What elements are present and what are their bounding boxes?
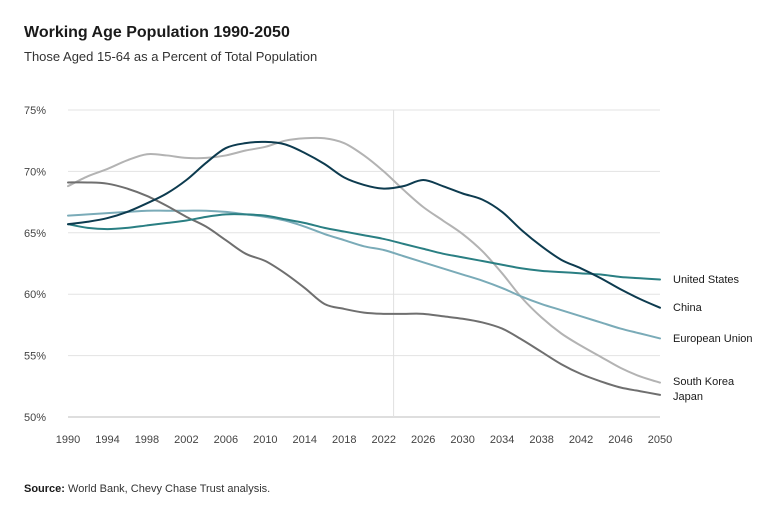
- x-tick-label: 1994: [95, 434, 119, 446]
- source-note: Source: World Bank, Chevy Chase Trust an…: [24, 483, 270, 495]
- y-tick-label: 60%: [24, 289, 46, 301]
- series-line-china: [67, 140, 661, 309]
- series-line-south-korea: [67, 136, 661, 384]
- y-tick-label: 55%: [24, 351, 46, 363]
- legend-label-united-states: United States: [673, 274, 740, 286]
- x-tick-label: 2006: [214, 434, 238, 446]
- series-lines: [67, 136, 661, 396]
- x-tick-label: 2046: [608, 434, 632, 446]
- x-tick-label: 2022: [371, 434, 395, 446]
- source-text: World Bank, Chevy Chase Trust analysis.: [68, 483, 271, 495]
- series-line-united-states: [67, 213, 661, 281]
- grid-lines: [68, 109, 660, 418]
- x-tick-label: 2042: [569, 434, 593, 446]
- x-tick-label: 2014: [293, 434, 317, 446]
- y-tick-label: 50%: [24, 412, 46, 424]
- legend-label-china: China: [673, 302, 703, 314]
- x-tick-label: 1990: [56, 434, 80, 446]
- x-tick-label: 2038: [529, 434, 553, 446]
- chart-title: Working Age Population 1990-2050: [24, 24, 290, 41]
- x-tick-label: 1998: [135, 434, 159, 446]
- legend-label-european-union: European Union: [673, 333, 753, 345]
- legend: United States China European Union South Ko…: [673, 274, 753, 403]
- y-tick-label: 70%: [24, 166, 46, 178]
- x-tick-label: 2034: [490, 434, 514, 446]
- x-tick-label: 2050: [648, 434, 672, 446]
- series-line-japan: [67, 181, 661, 396]
- x-axis-ticks: 1990 1994 1998 2002 2006 2010 2014 2018 2022 2026…: [56, 434, 672, 446]
- x-tick-label: 2002: [174, 434, 198, 446]
- x-tick-label: 2030: [450, 434, 474, 446]
- legend-label-japan: Japan: [673, 391, 703, 403]
- chart-subtitle: Those Aged 15-64 as a Percent of Total P…: [24, 49, 318, 64]
- y-tick-label: 65%: [24, 228, 46, 240]
- y-axis-ticks: 50% 55% 60% 65% 70% 75%: [24, 105, 46, 424]
- y-tick-label: 75%: [24, 105, 46, 117]
- x-tick-label: 2018: [332, 434, 356, 446]
- source-label: Source:: [24, 483, 65, 495]
- series-line-european-union: [67, 209, 661, 340]
- legend-label-south-korea: South Korea: [673, 376, 735, 388]
- x-tick-label: 2026: [411, 434, 435, 446]
- x-tick-label: 2010: [253, 434, 277, 446]
